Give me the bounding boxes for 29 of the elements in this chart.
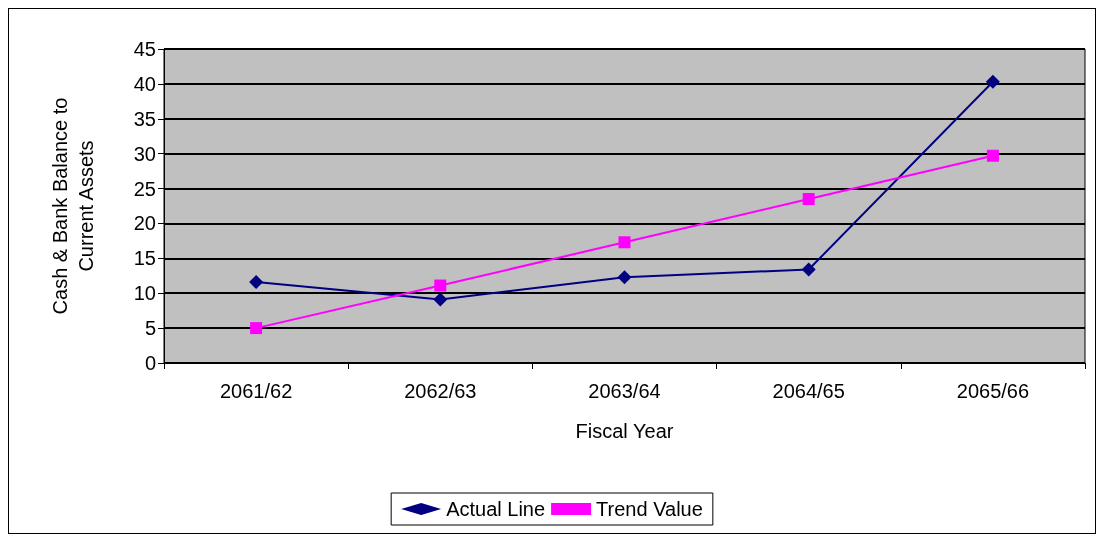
y-tick-label: 35 — [133, 107, 156, 130]
point — [617, 270, 632, 285]
y-tick-label: 40 — [133, 72, 156, 95]
x-tick-label: 2063/64 — [588, 380, 661, 402]
point — [434, 279, 447, 292]
y-tick-label: 5 — [144, 317, 156, 340]
x-axis-title: Fiscal Year — [575, 420, 674, 442]
point — [802, 193, 815, 206]
point — [249, 275, 264, 290]
y-tick-label: 0 — [144, 352, 156, 374]
legend-label: Trend Value — [596, 498, 703, 520]
x-tick-label: 2061/62 — [219, 380, 293, 402]
y-axis-title: Cash & Bank Balance to Current Assets — [49, 97, 97, 315]
x-tick-label: 2064/65 — [772, 380, 845, 402]
legend-label: Actual Line — [446, 498, 546, 520]
point — [985, 74, 1000, 89]
y-tick-label: 30 — [133, 142, 156, 165]
x-tick-label: 2065/66 — [956, 380, 1030, 402]
y-tick-label: 45 — [133, 38, 156, 60]
y-tick-label: 20 — [133, 212, 156, 235]
point — [986, 149, 999, 162]
point — [801, 262, 816, 277]
point — [250, 322, 263, 335]
point — [433, 292, 448, 307]
y-tick-label: 25 — [133, 177, 156, 200]
y-tick-label: 10 — [133, 282, 156, 305]
y-tick-label: 15 — [133, 247, 156, 270]
point — [618, 236, 631, 249]
x-tick-label: 2062/63 — [404, 380, 477, 402]
